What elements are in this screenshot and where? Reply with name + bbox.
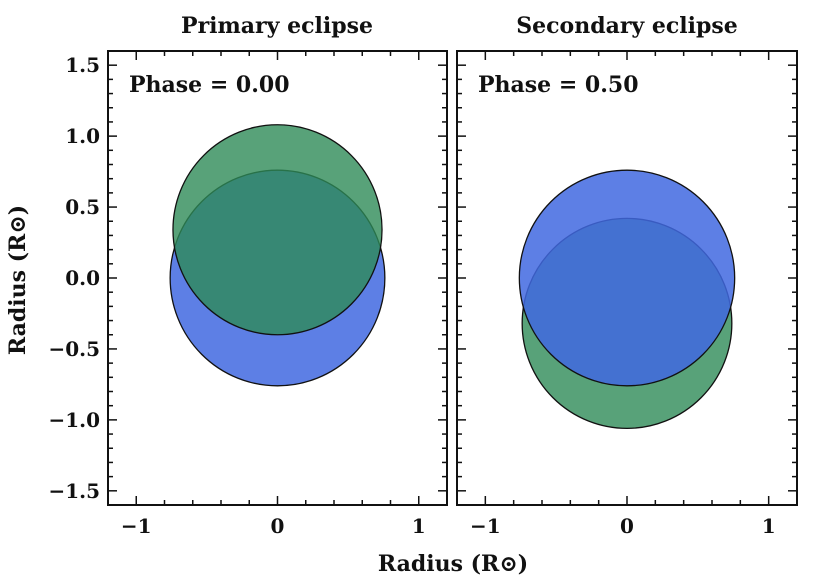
- x-tick-label: 0: [620, 514, 634, 538]
- star-disk-2: [172, 124, 383, 336]
- axis-ticks-secondary: −1 0 1: [456, 50, 798, 538]
- panel-title-primary: Primary eclipse: [181, 13, 373, 39]
- y-tick-label: 0.5: [65, 195, 100, 219]
- phase-label-secondary: Phase = 0.50: [478, 72, 639, 98]
- axis-ticks-primary: −1 0 1 1.5 1.0 0.5 0.0 −0.5 −1.0 −1.5: [48, 50, 448, 538]
- star-disk-2: [518, 169, 736, 387]
- star-circles-secondary: [518, 169, 736, 430]
- x-axis-label: Radius (R⊙): [378, 551, 528, 577]
- y-tick-label: −1.5: [48, 479, 100, 503]
- y-tick-label: 1.5: [65, 53, 100, 77]
- star-circles-primary: [169, 124, 386, 387]
- x-tick-label: −1: [121, 514, 152, 538]
- x-tick-label: 0: [271, 514, 285, 538]
- y-tick-label: 0.0: [65, 266, 100, 290]
- panel-primary-eclipse: Primary eclipse −1 0 1 1.5 1.0 0.5 0.0 −0.5 −1.0…: [48, 13, 448, 538]
- y-tick-label: −1.0: [48, 408, 100, 432]
- panel-title-secondary: Secondary eclipse: [516, 13, 738, 39]
- x-tick-label: 1: [412, 514, 426, 538]
- y-tick-label: −0.5: [48, 337, 100, 361]
- panel-secondary-eclipse: Secondary eclipse −1 0 1 Phase = 0.50: [456, 13, 798, 538]
- plot-frame-secondary: [456, 50, 798, 506]
- phase-label-primary: Phase = 0.00: [129, 72, 290, 98]
- plot-frame-primary: [107, 50, 448, 506]
- x-tick-label: −1: [470, 514, 501, 538]
- y-tick-label: 1.0: [65, 124, 100, 148]
- y-axis-label: Radius (R⊙): [5, 205, 31, 355]
- x-tick-label: 1: [762, 514, 776, 538]
